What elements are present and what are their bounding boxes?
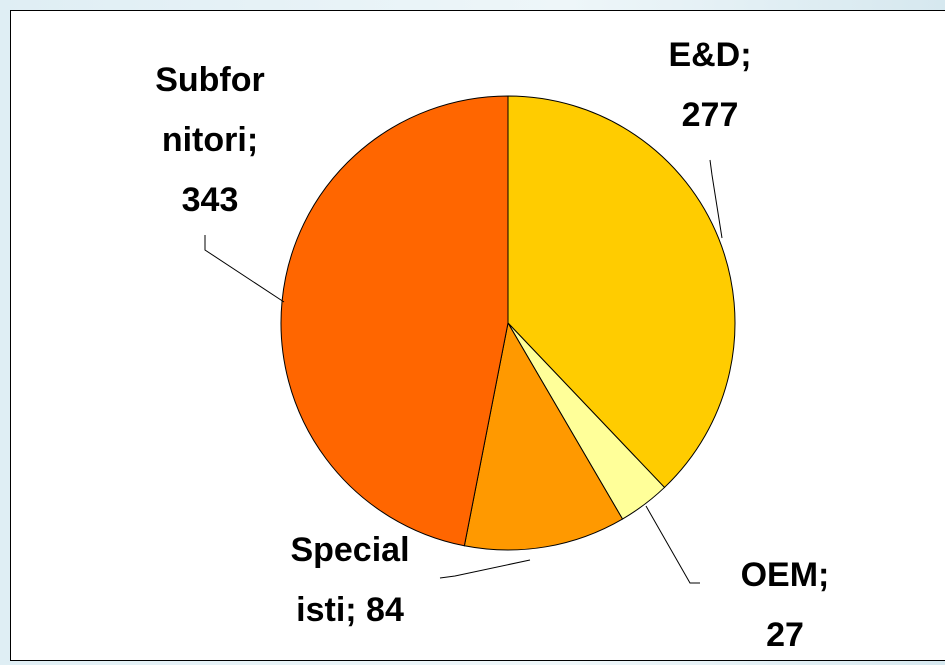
data-label: OEM; 27 (740, 556, 830, 654)
data-label: Special isti; 84 (290, 531, 410, 629)
data-label: E&D; 277 (668, 36, 752, 134)
leader-line (709, 159, 723, 239)
pie-slice (280, 95, 509, 547)
pie-slice (507, 95, 736, 489)
leader-line (439, 559, 531, 579)
data-label: Subfor nitori; 343 (155, 61, 265, 219)
pie-slice (463, 321, 624, 551)
leader-line (645, 505, 700, 584)
leader-lines (204, 159, 723, 584)
chart (204, 95, 736, 584)
leader-line (204, 235, 285, 303)
